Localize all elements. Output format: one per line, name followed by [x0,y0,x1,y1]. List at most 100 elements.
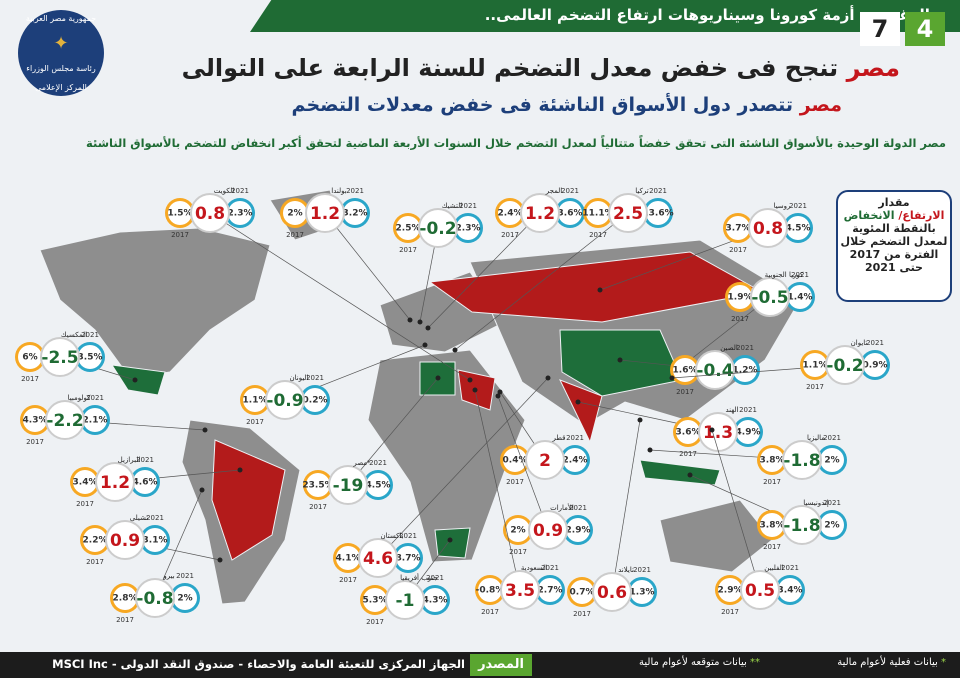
year-label: 2017 [729,246,747,254]
issue-number: 4 [905,12,945,46]
value-2021: 4.6% [133,478,158,488]
source-label: المصدر [470,654,532,676]
map-dot [472,387,478,393]
bubble-2017-inner [243,388,267,412]
pointer-line [454,212,629,351]
map-dot [199,487,205,493]
country-name: اليونان [289,374,308,382]
top-ribbon: بالرغم من أزمة كورونا وسيناريوهات ارتفاع… [250,0,960,32]
change-bubble [305,193,345,233]
bubble-2021-inner [456,216,480,240]
country-name: قطر [552,434,566,442]
year-label: 2017 [589,231,607,239]
change-value: 2 [539,451,551,471]
bubble-2017-inner [306,473,330,497]
value-2017: 11.1% [582,209,613,219]
value-2021: 13.6% [642,209,673,219]
map-dot [495,393,501,399]
map-dot [422,342,428,348]
country-name: ماليزيا [807,434,825,442]
country-name: تايلاند [618,566,634,574]
value-2021: 4.3% [423,596,448,606]
value-2021: 3.4% [778,586,803,596]
year-label: 2017 [339,576,357,584]
year-label: 2017 [481,608,499,616]
bubble-2017-inner [113,586,137,610]
value-2017: 2.4% [498,209,523,219]
change-bubble [328,465,368,505]
bubble-2017-inner [673,358,697,382]
year-label: 2021 [736,344,754,352]
change-value: -2.5 [41,348,78,368]
change-bubble [385,580,425,620]
bubble-2021-inner [733,358,757,382]
year-label: 2017 [763,478,781,486]
title-highlight: مصر [846,54,900,82]
value-2017: 2% [287,209,302,219]
year-label: 2021 [541,564,559,572]
change-bubble [528,510,568,550]
change-value: 0.9 [110,531,140,551]
year-label: 2021 [369,459,387,467]
intro: مصر الدولة الوحيدة بالأسواق الناشئة التى… [86,136,946,150]
change-value: -1 [396,591,415,611]
value-2017: 2.8% [113,594,138,604]
year-label: 2017 [116,616,134,624]
bubble-2021-inner [228,201,252,225]
change-bubble [45,400,85,440]
change-bubble [190,193,230,233]
change-value: -0.2 [419,219,456,239]
year-label: 2021 [866,339,884,347]
change-value: -0.8 [136,589,173,609]
country-name: المجر [545,187,563,195]
value-2021: 1.3% [630,588,655,598]
country-name: البرازيل [118,456,141,464]
value-2017: 4.1% [336,554,361,564]
year-label: 2017 [399,246,417,254]
map-dot [425,325,431,331]
bubble-2017-inner [168,201,192,225]
country-name: بيرو [162,572,174,580]
value-2017: 0.7% [570,588,595,598]
change-value: 1.2 [310,204,340,224]
south-africa-region [434,527,471,559]
change-value: 1.3 [703,423,733,443]
change-value: 0.6 [597,583,627,603]
map-dot [669,375,675,381]
value-2021: 4.5% [786,224,811,234]
pointer-line [427,212,541,329]
value-2021: 4.9% [736,428,761,438]
value-2021: 3.1% [143,536,168,546]
country-name: كوريا الجنوبية [765,271,804,279]
indonesia-region [639,459,721,486]
map-dot [217,557,223,563]
value-2017: 3.4% [73,478,98,488]
country-name: التشيك [442,202,463,210]
bubble-2021-inner [396,546,420,570]
value-2017: 3.8% [760,456,785,466]
year-label: 2021 [146,514,164,522]
value-2017: 3.8% [760,521,785,531]
bubble-2017-inner [506,518,530,542]
australia [659,499,773,573]
change-value: 1.2 [525,204,555,224]
country-name: الهند [725,406,738,414]
change-bubble [695,350,735,390]
bubble-2021-inner [343,201,367,225]
brazil-region [211,439,286,561]
value-2021: 2.7% [538,586,563,596]
value-2017: 6% [22,353,37,363]
legend-text: مقدار [878,196,910,209]
value-2021: 2.9% [566,526,591,536]
bubble-2021-inner [143,528,167,552]
value-2021: 3.6% [558,209,583,219]
year-label: 2021 [649,187,667,195]
value-2017: 2.2% [83,536,108,546]
value-2017: 0.4% [503,456,528,466]
bubble-2021-inner [863,353,887,377]
map-dot [687,472,693,478]
country-name: الفلبين [764,564,784,572]
change-value: -1.8 [783,451,820,471]
bubble-2017-inner [726,216,750,240]
bubble-2017-inner [83,528,107,552]
